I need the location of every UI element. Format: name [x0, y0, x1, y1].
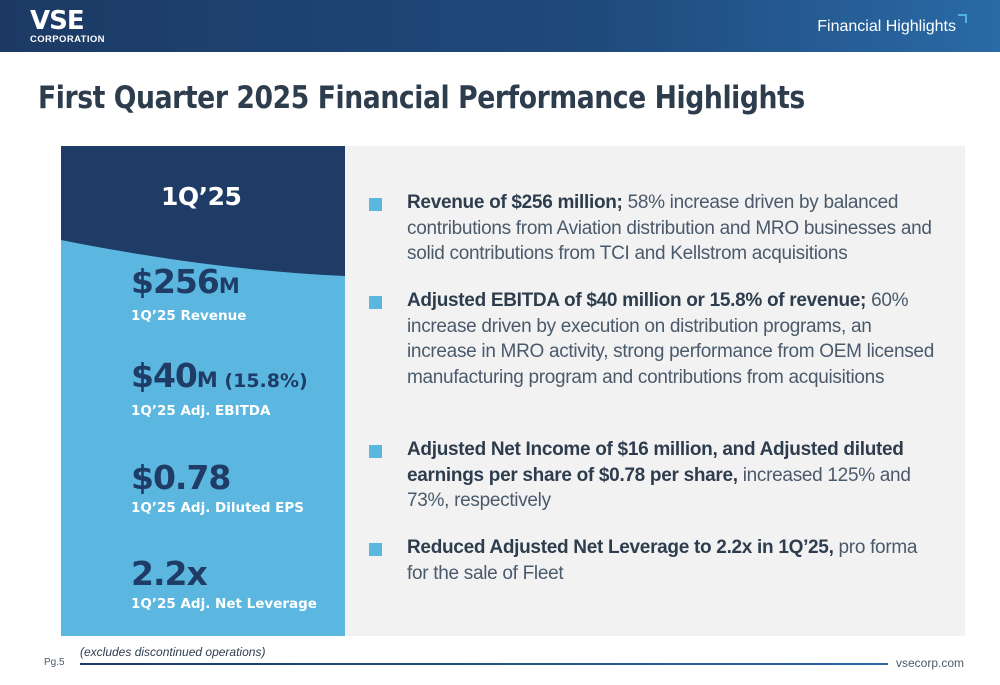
section-label: Financial Highlights [817, 18, 956, 35]
logo-main-text: VSE [30, 6, 85, 36]
page-number: Pg.5 [44, 657, 65, 668]
page-title: First Quarter 2025 Financial Performance… [38, 80, 805, 116]
metric-number: 2.2x [131, 554, 208, 593]
bullet-square-icon [369, 445, 382, 458]
bullet-bold: Revenue of $256 million; [407, 192, 623, 213]
bullet-square-icon [369, 296, 382, 309]
bullet-text: Revenue of $256 million; 58% increase dr… [407, 190, 937, 267]
metric-value: 2.2x [131, 556, 317, 592]
footer-url[interactable]: vsecorp.com [896, 656, 965, 670]
corner-bracket-icon [958, 14, 967, 23]
bullet-bold: Adjusted Net Income of $16 million, and … [407, 439, 904, 486]
metric-ebitda: $40M (15.8%) 1Q’25 Adj. EBITDA [131, 358, 308, 420]
metric-value: $0.78 [131, 460, 304, 496]
metric-label: 1Q’25 Adj. EBITDA [131, 403, 271, 419]
bullet-text: Adjusted Net Income of $16 million, and … [407, 437, 937, 514]
bullet-body: 58% increase driven by balanced contribu… [407, 192, 932, 264]
key-metrics-panel: 1Q’25 $256M 1Q’25 Revenue $40M (15.8%) 1… [61, 146, 345, 636]
bullet-square-icon [369, 198, 382, 211]
quarter-label: 1Q’25 [161, 182, 242, 211]
metric-label: 1Q’25 Adj. Net Leverage [131, 596, 317, 612]
metric-revenue: $256M 1Q’25 Revenue [131, 264, 247, 325]
metric-number: $256 [131, 262, 220, 301]
bullet-body: 60% increase driven by execution on dist… [407, 290, 934, 388]
bullet-bold: Reduced Adjusted Net Leverage to 2.2x in… [407, 537, 834, 558]
bullet-square-icon [369, 543, 382, 556]
metric-label: 1Q’25 Revenue [131, 308, 247, 324]
metric-number: $0.78 [131, 458, 231, 497]
metric-number: $40 [131, 356, 198, 395]
header-bar: VSE CORPORATION Financial Highlights [0, 0, 1000, 52]
metric-leverage: 2.2x 1Q’25 Adj. Net Leverage [131, 556, 317, 613]
logo-sub-text: CORPORATION [30, 34, 105, 45]
metric-value: $256M [131, 264, 246, 304]
bullet-body: increased 125% and 73%, respectively [407, 464, 911, 512]
footer-divider [80, 663, 888, 665]
bullet-text: Adjusted EBITDA of $40 million or 15.8% … [407, 288, 937, 390]
metric-eps: $0.78 1Q’25 Adj. Diluted EPS [131, 460, 304, 517]
bullet-body: pro forma for the sale of Fleet [407, 537, 918, 584]
footnote: (excludes discontinued operations) [80, 645, 266, 659]
quarter-header-shape [61, 146, 345, 276]
bullet-text: Reduced Adjusted Net Leverage to 2.2x in… [407, 535, 937, 586]
highlights-panel: Revenue of $256 million; 58% increase dr… [345, 146, 965, 636]
vse-logo[interactable]: VSE CORPORATION [30, 8, 105, 45]
metric-unit: M [196, 368, 218, 392]
metric-unit: M [218, 274, 240, 298]
metric-value: $40M (15.8%) [131, 358, 308, 399]
metric-margin: (15.8%) [217, 370, 308, 392]
metric-label: 1Q’25 Adj. Diluted EPS [131, 500, 304, 516]
bullet-bold: Adjusted EBITDA of $40 million or 15.8% … [407, 290, 867, 311]
